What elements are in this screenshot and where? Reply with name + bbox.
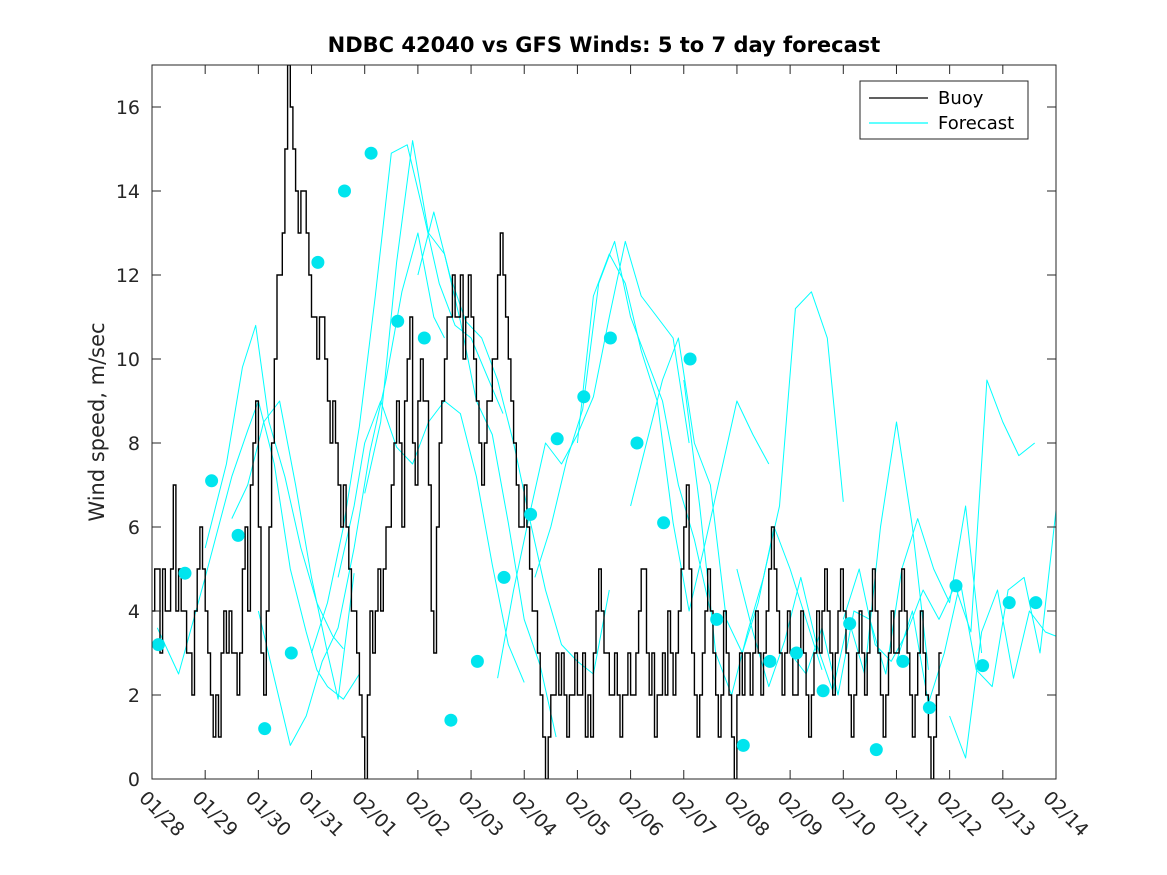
- forecast-point: [231, 528, 245, 542]
- forecast-run-line-17: [949, 589, 1056, 759]
- forecast-point: [524, 507, 538, 521]
- forecast-point: [391, 314, 405, 328]
- forecast-run-line-3: [257, 232, 445, 746]
- buoy-series-line: [152, 65, 942, 779]
- y-tick-label: 0: [128, 769, 140, 791]
- y-tick-label: 2: [128, 685, 140, 707]
- legend-label-forecast: Forecast: [938, 113, 1014, 134]
- forecast-point: [710, 612, 724, 626]
- forecast-point: [949, 579, 963, 593]
- forecast-point: [178, 566, 192, 580]
- plot-frame: [151, 64, 1057, 780]
- plot-area: [152, 65, 1056, 779]
- plot-content: [152, 65, 1056, 779]
- y-tick-label: 4: [128, 601, 140, 623]
- legend: Buoy Forecast: [859, 80, 1029, 140]
- forecast-run-line-10: [576, 253, 770, 612]
- y-axis-label: Wind speed, m/sec: [85, 322, 109, 521]
- forecast-point: [763, 654, 777, 668]
- forecast-point: [683, 352, 697, 366]
- forecast-point: [736, 738, 750, 752]
- forecast-point: [284, 646, 298, 660]
- legend-box: [859, 80, 1029, 140]
- forecast-point: [417, 331, 431, 345]
- y-tick-label: 10: [116, 349, 140, 371]
- forecast-run-line-6: [364, 140, 557, 738]
- forecast-run-line-15: [842, 379, 1036, 662]
- forecast-point: [577, 390, 591, 404]
- forecast-point: [922, 701, 936, 715]
- forecast-point: [338, 184, 351, 198]
- legend-label-buoy: Buoy: [938, 88, 984, 109]
- chart-title: NDBC 42040 vs GFS Winds: 5 to 7 day fore…: [328, 33, 881, 57]
- y-tick-label: 16: [116, 97, 140, 119]
- forecast-point: [550, 432, 564, 446]
- forecast-point: [657, 516, 671, 530]
- forecast-point: [603, 331, 617, 345]
- forecast-point: [843, 617, 857, 631]
- y-tick-label: 8: [128, 433, 140, 455]
- y-tick-label: 12: [116, 265, 140, 287]
- forecast-point: [790, 646, 803, 660]
- forecast-point: [364, 146, 378, 160]
- forecast-point: [1029, 596, 1043, 610]
- forecast-point: [205, 474, 219, 488]
- forecast-run-line-1: [204, 324, 344, 650]
- forecast-point: [869, 743, 883, 757]
- forecast-point: [1002, 596, 1016, 610]
- forecast-point: [816, 684, 830, 698]
- forecast-point: [896, 654, 910, 668]
- forecast-point: [976, 659, 990, 673]
- forecast-point: [497, 570, 511, 584]
- forecast-point: [630, 436, 644, 450]
- forecast-point: [152, 638, 165, 652]
- forecast-point: [470, 654, 484, 668]
- series-layer: [152, 65, 1056, 779]
- forecast-point: [444, 713, 458, 727]
- y-tick-label: 6: [128, 517, 140, 539]
- y-tick-label: 14: [116, 181, 140, 203]
- forecast-point: [311, 255, 325, 269]
- forecast-point: [258, 722, 272, 736]
